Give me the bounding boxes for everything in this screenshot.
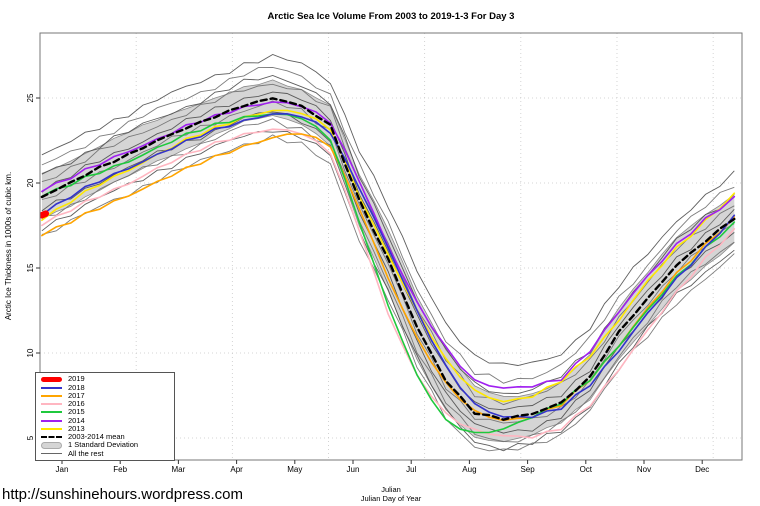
legend-item-2016: 2016 [41,400,174,408]
band-top-edge [41,79,735,398]
legend-item-2013: 2013 [41,423,174,433]
rest-year-line [41,118,735,443]
plot-series-layer [40,54,736,452]
legend-swatch-icon [41,403,62,406]
x-tick-label: Oct [580,465,593,474]
y-tick-label: 20 [26,178,35,187]
rest-year-line [41,54,735,366]
rest-year-line [41,91,735,411]
legend-swatch-icon [41,441,62,449]
legend-item-all-the-rest: All the rest [41,448,174,458]
legend-item-2014: 2014 [41,415,174,425]
plot-border [39,32,743,461]
x-tick-label: Dec [695,465,709,474]
legend-swatch-icon [41,386,62,389]
legend-label: 2017 [68,390,85,400]
legend-item-2018: 2018 [41,382,174,392]
source-url-text: http://sunshinehours.wordpress.com [2,486,243,503]
legend-item-2003-2014-mean: 2003-2014 mean [41,433,174,441]
series-line-2003-2014-mean [40,97,736,421]
x-tick-label: Nov [637,465,651,474]
legend-label: 2016 [68,399,85,409]
x-tick-label: May [287,465,302,474]
rest-year-line [41,100,735,424]
series-line-2019 [40,210,50,219]
legend-label: 1 Standard Deviation [68,440,139,450]
legend-swatch-icon [41,411,62,414]
rest-year-line [41,83,735,406]
series-line-2015 [41,113,736,434]
x-tick-label: Jan [56,465,69,474]
series-line-2016 [41,128,736,439]
legend-item-1-standard-deviation: 1 Standard Deviation [41,441,174,449]
legend-label: 2015 [68,407,85,417]
legend-swatch-icon [41,394,62,397]
series-line-2018 [41,112,736,419]
legend-label: 2019 [68,374,85,384]
x-tick-label: Feb [113,465,127,474]
x-tick-label: Sep [520,465,535,474]
rest-year-line [41,130,735,452]
legend-label: 2014 [68,415,85,425]
legend-swatch-icon [41,436,62,439]
legend-box: 2019 2018 2017 2016 2015 2014 2013 2003-2014 me… [35,372,175,461]
x-tick-label: Apr [230,465,243,474]
legend-swatch-icon [41,376,62,382]
y-axis-title: Arctic Ice Thickness in 1000s of cubic k… [4,172,13,320]
legend-item-2015: 2015 [41,408,174,416]
x-tick-label: Aug [462,465,476,474]
legend-label: 2003-2014 mean [68,432,125,442]
legend-label: 2018 [68,382,85,392]
axes: 5 10 15 20 25 Jan Feb Mar Apr May Jun Jul Aug Sep Oct N… [26,93,709,474]
legend-label: All the rest [68,448,104,458]
legend-item-2017: 2017 [41,390,174,400]
rest-year-line [41,66,735,384]
x-tick-label: Jun [347,465,360,474]
legend-label: 2013 [68,423,85,433]
legend-swatch-icon [41,419,62,422]
legend-swatch-icon [41,453,62,455]
x-tick-label: Mar [172,465,186,474]
legend-item-2019: 2019 [41,375,174,383]
x-axis-title-line1: Julian [381,485,401,494]
y-tick-label: 25 [26,93,35,102]
y-tick-label: 15 [26,263,35,272]
y-tick-label: 5 [26,435,35,440]
y-tick-label: 10 [26,348,35,357]
chart-title: Arctic Sea Ice Volume From 2003 to 2019-… [268,11,515,22]
x-axis-title-line2: Julian Day of Year [361,494,422,503]
legend-swatch-icon [41,427,62,430]
x-tick-label: Jul [406,465,416,474]
